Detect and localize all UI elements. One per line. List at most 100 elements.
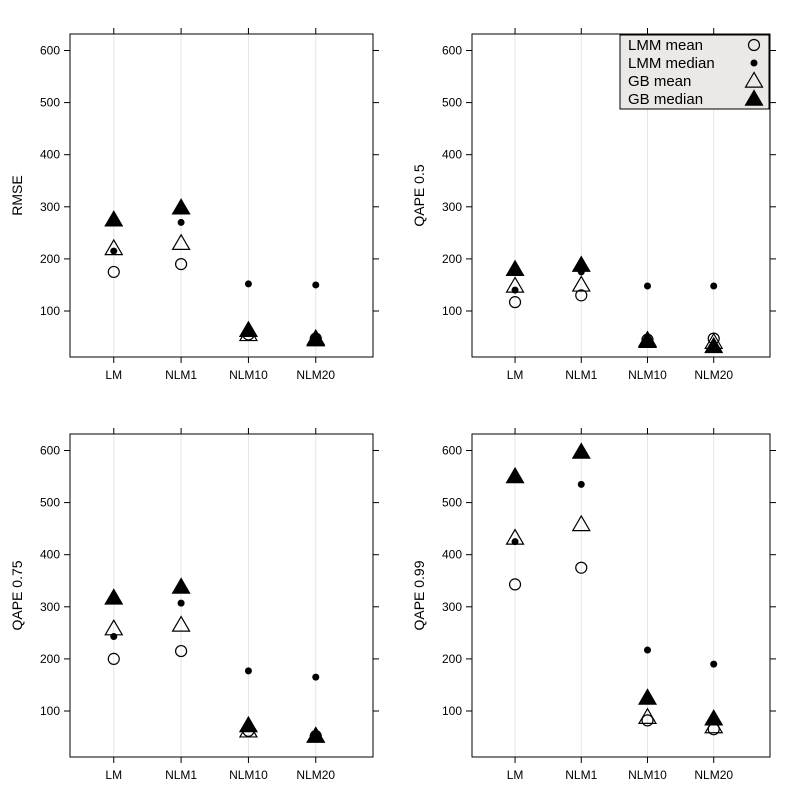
panel-frame — [69, 433, 374, 758]
y-tick-label: 500 — [442, 496, 462, 510]
x-tick-label-lm: LM — [507, 368, 524, 382]
y-tick-label: 200 — [442, 252, 462, 266]
legend-box — [619, 34, 770, 110]
point-gb-mean-lm — [505, 276, 525, 293]
point-lmm-mean-lm — [107, 265, 120, 279]
point-lmm-median-nlm20 — [312, 673, 320, 681]
point-gb-mean-nlm1 — [571, 514, 591, 532]
y-tick-label: 400 — [442, 148, 462, 162]
point-lmm-median-nlm20 — [710, 282, 718, 290]
legend-label-lmm-mean: LMM mean — [628, 37, 703, 54]
y-axis-label: QAPE 0.75 — [9, 560, 25, 630]
point-gb-median-lm — [104, 588, 124, 605]
y-tick-label: 300 — [40, 600, 60, 614]
point-gb-median-nlm20 — [704, 709, 724, 726]
x-tick-label-nlm10: NLM10 — [628, 768, 667, 782]
x-tick-label-nlm20: NLM20 — [694, 368, 733, 382]
x-tick-label-nlm20: NLM20 — [694, 768, 733, 782]
y-tick-label: 200 — [40, 252, 60, 266]
x-tick-label-lm: LM — [105, 368, 122, 382]
legend-marker-gb-median — [744, 89, 764, 106]
x-tick-label-nlm10: NLM10 — [229, 768, 268, 782]
y-tick-label: 600 — [40, 444, 60, 458]
y-tick-label: 300 — [442, 200, 462, 214]
x-tick-label-nlm10: NLM10 — [628, 368, 667, 382]
y-tick-label: 500 — [40, 496, 60, 510]
point-gb-median-nlm1 — [571, 442, 591, 459]
y-tick-label: 100 — [40, 304, 60, 318]
point-gb-mean-lm — [104, 238, 124, 256]
point-gb-median-lm — [505, 466, 525, 484]
legend-marker-lmm-mean — [747, 38, 761, 52]
x-tick-label-nlm1: NLM1 — [565, 368, 597, 382]
point-lmm-mean-nlm1 — [175, 644, 188, 658]
x-tick-label-nlm1: NLM1 — [165, 368, 197, 382]
y-tick-label: 500 — [442, 96, 462, 110]
y-tick-label: 400 — [40, 548, 60, 562]
y-tick-label: 600 — [442, 444, 462, 458]
point-gb-mean-nlm1 — [171, 615, 191, 632]
x-tick-label-nlm10: NLM10 — [229, 368, 268, 382]
y-axis-label: QAPE 0.5 — [411, 164, 427, 226]
point-gb-median-lm — [505, 259, 525, 277]
point-gb-median-nlm10 — [238, 320, 258, 337]
x-tick-label-lm: LM — [105, 768, 122, 782]
point-gb-median-nlm1 — [571, 255, 591, 272]
y-tick-label: 100 — [442, 704, 462, 718]
x-tick-label-nlm20: NLM20 — [296, 768, 335, 782]
point-gb-median-nlm1 — [171, 198, 191, 215]
point-gb-median-nlm20 — [306, 726, 326, 743]
point-gb-median-nlm10 — [637, 688, 658, 705]
point-lmm-median-nlm10 — [643, 646, 651, 654]
y-tick-label: 100 — [40, 704, 60, 718]
point-lmm-median-nlm10 — [244, 667, 252, 675]
point-lmm-mean-lm — [508, 578, 522, 591]
point-lmm-mean-lm — [508, 296, 522, 309]
point-lmm-median-nlm10 — [244, 280, 252, 288]
point-gb-mean-lm — [104, 618, 124, 636]
y-tick-label: 500 — [40, 96, 60, 110]
x-tick-label-nlm1: NLM1 — [565, 768, 597, 782]
legend-label-gb-median: GB median — [628, 91, 703, 108]
panel-3: 100 200 300 400 500 600 LM NLM1 NLM10 NLM20 QAPE 0… — [9, 428, 379, 782]
point-lmm-median-lm — [511, 538, 519, 546]
y-tick-label: 300 — [40, 200, 60, 214]
point-lmm-mean-lm — [107, 652, 120, 666]
y-tick-label: 600 — [442, 44, 462, 58]
x-tick-label-nlm1: NLM1 — [165, 768, 197, 782]
y-axis-label: QAPE 0.99 — [411, 560, 427, 630]
panel-frame — [471, 33, 771, 358]
panel-1: 100 200 300 400 500 600 LM NLM1 NLM10 NLM20 RMSE — [9, 28, 379, 382]
point-lmm-median-nlm20 — [312, 281, 320, 289]
y-tick-label: 600 — [40, 44, 60, 58]
point-gb-median-lm — [104, 210, 124, 227]
point-lmm-mean-nlm1 — [575, 289, 588, 302]
legend-marker-gb-mean — [744, 71, 764, 88]
point-lmm-median-nlm10 — [643, 282, 651, 290]
y-tick-label: 200 — [442, 652, 462, 666]
legend-label-lmm-median: LMM median — [628, 55, 715, 72]
point-lmm-median-lm — [110, 632, 118, 640]
point-lmm-median-nlm1 — [577, 480, 585, 488]
y-tick-label: 200 — [40, 652, 60, 666]
point-lmm-median-nlm1 — [177, 218, 185, 226]
panel-2: 100 200 300 400 500 600 LM NLM1 NLM10 NLM20 QAPE 0… — [411, 28, 776, 382]
legend-label-gb-mean: GB mean — [628, 73, 691, 90]
y-tick-label: 300 — [442, 600, 462, 614]
x-tick-label-nlm20: NLM20 — [296, 368, 335, 382]
point-gb-mean-lm — [505, 528, 525, 545]
point-lmm-median-nlm1 — [177, 599, 185, 607]
point-gb-mean-nlm1 — [571, 275, 591, 292]
x-tick-label-lm: LM — [507, 768, 524, 782]
point-lmm-mean-nlm1 — [575, 561, 588, 574]
y-tick-label: 400 — [442, 548, 462, 562]
point-lmm-median-lm — [110, 247, 118, 255]
panel-4: 100 200 300 400 500 600 LM NLM1 NLM10 NLM20 QAPE 0… — [411, 428, 776, 782]
point-gb-median-nlm20 — [306, 329, 326, 347]
point-gb-mean-nlm1 — [171, 233, 191, 250]
point-gb-median-nlm20 — [704, 336, 724, 354]
point-lmm-mean-nlm10 — [641, 714, 654, 727]
y-tick-label: 400 — [40, 148, 60, 162]
